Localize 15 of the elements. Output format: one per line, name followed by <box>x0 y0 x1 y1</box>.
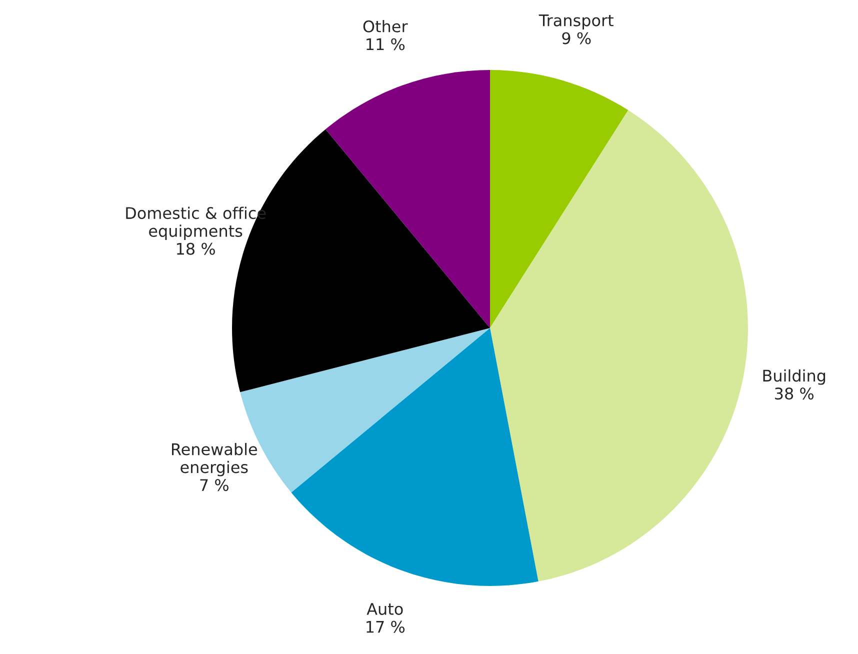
slice-label: Building <box>763 369 826 385</box>
slice-label: Renewable energies <box>172 442 257 476</box>
data-label: 38 % <box>775 388 814 400</box>
data-label: 11 % <box>366 38 405 50</box>
data-label: 17 % <box>366 620 405 633</box>
data-label: 9 % <box>562 32 591 44</box>
slice-label: Other <box>363 20 408 32</box>
slice-label: Auto <box>366 603 403 615</box>
pie-slice <box>291 328 538 586</box>
pie-slice <box>490 70 628 328</box>
data-label: 18 % <box>177 242 215 255</box>
data-label: 7 % <box>200 478 228 492</box>
pie-slice <box>326 70 490 328</box>
pie-slice <box>490 110 748 582</box>
slice-label: Transport <box>538 14 614 30</box>
